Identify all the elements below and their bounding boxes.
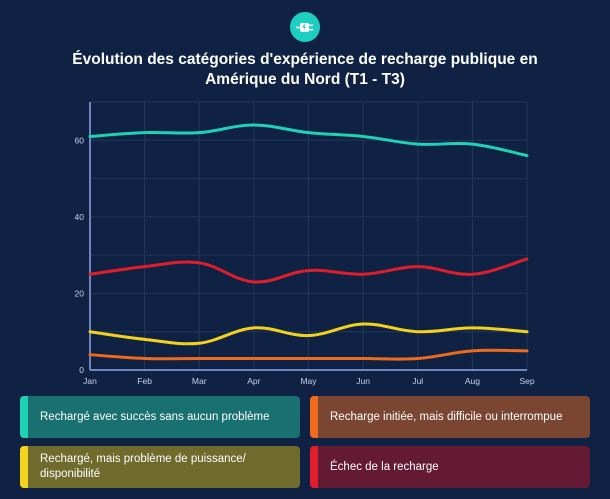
legend-label: Rechargé, mais problème de puissance/ di… bbox=[40, 453, 246, 480]
ev-plug-icon bbox=[290, 12, 320, 42]
legend-item-difficile: Recharge initiée, mais difficile ou inte… bbox=[310, 396, 590, 438]
legend-item-echec: Échec de la recharge bbox=[310, 446, 590, 488]
chart-title: Évolution des catégories d'expérience de… bbox=[72, 51, 538, 88]
x-tick-label: May bbox=[300, 376, 317, 386]
legend-item-succes: Rechargé avec succès sans aucun problème bbox=[20, 396, 300, 438]
legend-swatch bbox=[20, 396, 28, 438]
x-tick-label: Mar bbox=[192, 376, 207, 386]
y-tick-label: 60 bbox=[75, 135, 85, 145]
line-chart: 0 20 40 60 Jan Feb Mar Apr May Jun Jul Aug Sep bbox=[75, 101, 535, 386]
legend-swatch bbox=[20, 446, 28, 488]
series-line-2 bbox=[88, 322, 529, 346]
x-tick-label: Jan bbox=[83, 376, 97, 386]
x-tick-label: Apr bbox=[247, 376, 260, 386]
legend-label: Rechargé avec succès sans aucun problème bbox=[40, 410, 270, 423]
legend-item-puissance: Rechargé, mais problème de puissance/ di… bbox=[20, 446, 300, 488]
legend-swatch bbox=[310, 396, 318, 438]
series-line-3 bbox=[88, 257, 529, 284]
series-line-0 bbox=[88, 123, 529, 158]
x-tick-label: Aug bbox=[465, 376, 480, 386]
y-tick-label: 20 bbox=[75, 288, 85, 298]
series-line-1 bbox=[88, 348, 529, 361]
x-tick-label: Feb bbox=[137, 376, 152, 386]
x-tick-label: Jul bbox=[412, 376, 423, 386]
x-tick-label: Sep bbox=[519, 376, 534, 386]
legend-label: Échec de la recharge bbox=[330, 460, 439, 473]
y-tick-label: 0 bbox=[79, 365, 84, 375]
y-tick-label: 40 bbox=[75, 212, 85, 222]
x-tick-label: Jun bbox=[356, 376, 370, 386]
legend-label: Recharge initiée, mais difficile ou inte… bbox=[330, 410, 563, 423]
legend-swatch bbox=[310, 446, 318, 488]
